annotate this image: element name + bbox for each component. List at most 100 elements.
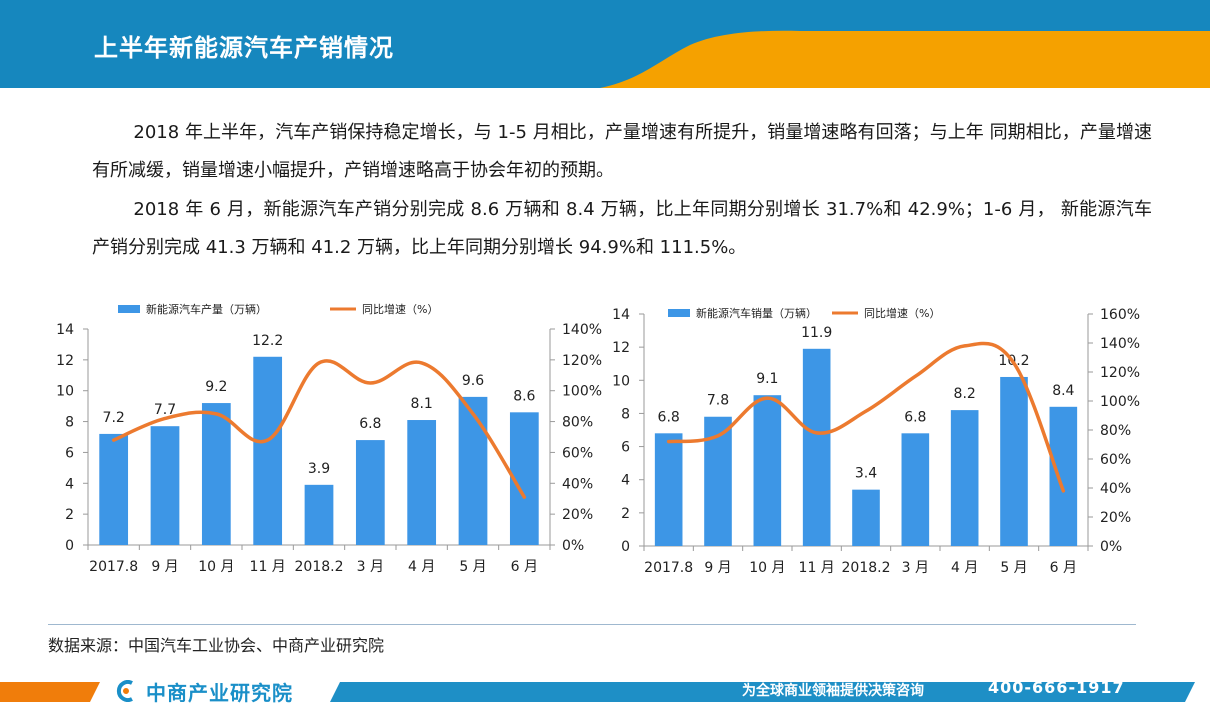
bar	[407, 420, 437, 545]
paragraph-text: 2018 年上半年，汽车产销保持稳定增长，与 1-5 月相比，产量增速有所提升，…	[92, 122, 1152, 181]
y-tick-label-left: 10	[56, 384, 74, 400]
bar	[99, 433, 129, 545]
divider-line	[48, 624, 1136, 625]
x-tick-label: 4 月	[408, 559, 435, 575]
header-background	[0, 0, 1210, 88]
y-tick-label-left: 6	[621, 440, 630, 456]
bar-data-label: 3.4	[855, 466, 877, 482]
data-source: 数据来源：中国汽车工业协会、中商产业研究院	[48, 636, 385, 655]
bar	[852, 489, 880, 546]
x-tick-label: 11 月	[799, 560, 835, 576]
y-tick-label-right: 0%	[1100, 539, 1122, 555]
x-tick-label: 5 月	[459, 559, 486, 575]
bar-data-label: 7.7	[154, 402, 176, 418]
y-tick-label-right: 100%	[1100, 394, 1140, 410]
y-tick-label-right: 20%	[562, 507, 593, 523]
y-tick-label-right: 140%	[562, 322, 602, 338]
y-tick-label-left: 14	[612, 307, 630, 323]
x-tick-label: 3 月	[357, 559, 384, 575]
paragraph-text: 2018 年 6 月，新能源汽车产销分别完成 8.6 万辆和 8.4 万辆，比上…	[92, 199, 1152, 258]
footer-phone: 400-666-1917	[988, 678, 1125, 697]
bar-data-label: 7.8	[707, 393, 729, 409]
bar	[950, 410, 979, 546]
footer-bar	[0, 676, 1210, 718]
y-tick-label-left: 12	[612, 340, 630, 356]
x-tick-label: 3 月	[902, 560, 929, 576]
bar-data-label: 9.1	[756, 371, 778, 387]
legend-bar-swatch	[118, 305, 140, 313]
production-chart: 新能源汽车产量（万辆） 同比增速（%） 0 2 4 6 8 10 12 14 0% 20% 40% 60%…	[50, 296, 610, 592]
x-tick-label: 11 月	[250, 559, 286, 575]
y-tick-label-left: 8	[621, 406, 630, 422]
bar-data-label: 9.2	[205, 379, 227, 395]
x-tick-label: 4 月	[951, 560, 978, 576]
bar	[654, 433, 683, 546]
bar-data-label: 7.2	[103, 410, 125, 426]
bar-data-label: 8.4	[1052, 383, 1074, 399]
summary-paragraph-2: 2018 年 6 月，新能源汽车产销分别完成 8.6 万辆和 8.4 万辆，比上…	[92, 191, 1152, 267]
y-tick-label-left: 6	[65, 445, 74, 461]
bar	[458, 396, 488, 545]
x-tick-label: 6 月	[1050, 560, 1077, 576]
y-tick-label-right: 120%	[1100, 365, 1140, 381]
legend-bar-swatch	[668, 309, 690, 317]
y-tick-label-left: 0	[65, 538, 74, 554]
y-tick-label-right: 60%	[562, 445, 593, 461]
bar-data-label: 12.2	[252, 333, 283, 349]
bar-data-label: 9.6	[462, 373, 484, 389]
y-tick-label-right: 60%	[1100, 452, 1131, 468]
chart-legend: 新能源汽车销量（万辆） 同比增速（%）	[668, 306, 940, 320]
y-tick-label-right: 80%	[1100, 423, 1131, 439]
y-tick-label-left: 14	[56, 322, 74, 338]
production-chart-svg: 新能源汽车产量（万辆） 同比增速（%）024681012140%20%40%60%…	[56, 302, 602, 575]
summary-paragraph-1: 2018 年上半年，汽车产销保持稳定增长，与 1-5 月相比，产量增速有所提升，…	[92, 114, 1152, 190]
y-tick-label-right: 100%	[562, 384, 602, 400]
bar-data-label: 8.1	[411, 396, 433, 412]
x-tick-label: 2017.8	[644, 560, 693, 576]
growth-rate-line	[666, 341, 1066, 493]
bar	[304, 484, 334, 545]
x-tick-label: 2017.8	[89, 559, 138, 575]
x-tick-label: 9 月	[704, 560, 731, 576]
bar-data-label: 6.8	[359, 416, 381, 432]
x-tick-label: 10 月	[198, 559, 234, 575]
y-tick-label-right: 80%	[562, 415, 593, 431]
y-tick-label-left: 0	[621, 539, 630, 555]
bar	[802, 348, 831, 546]
logo-icon	[116, 680, 133, 702]
growth-rate-line	[111, 359, 527, 499]
bar-data-label: 6.8	[904, 409, 926, 425]
legend-bar-label: 新能源汽车销量（万辆）	[696, 306, 817, 320]
x-tick-label: 6 月	[511, 559, 538, 575]
bar	[1000, 376, 1028, 546]
bar	[901, 433, 930, 546]
bar-data-label: 11.9	[801, 325, 832, 341]
header-banner: 上半年新能源汽车产销情况	[0, 0, 1210, 88]
x-tick-label: 2018.2	[842, 560, 891, 576]
y-tick-label-right: 20%	[1100, 510, 1131, 526]
sales-chart: 新能源汽车销量（万辆） 同比增速（%） 0 2 4 6 8 10 12 14 0% 20% 40% 60%…	[604, 296, 1164, 592]
y-tick-label-left: 8	[65, 415, 74, 431]
bar-data-label: 3.9	[308, 461, 330, 477]
x-tick-label: 5 月	[1000, 560, 1027, 576]
y-tick-label-right: 40%	[562, 476, 593, 492]
y-tick-label-left: 10	[612, 373, 630, 389]
y-tick-label-left: 2	[621, 506, 630, 522]
x-tick-label: 10 月	[749, 560, 785, 576]
bar	[355, 440, 385, 545]
y-tick-label-left: 12	[56, 353, 74, 369]
y-tick-label-right: 140%	[1100, 336, 1140, 352]
bar-data-label: 8.2	[954, 386, 976, 402]
page-title: 上半年新能源汽车产销情况	[94, 34, 394, 62]
footer-background	[0, 682, 1195, 702]
footer-slogan: 为全球商业领袖提供决策咨询	[742, 683, 924, 699]
x-tick-label: 2018.2	[295, 559, 344, 575]
y-tick-label-left: 4	[65, 476, 74, 492]
bar	[253, 356, 283, 545]
bar-data-label: 8.6	[513, 388, 535, 404]
legend-bar-label: 新能源汽车产量（万辆）	[146, 302, 267, 316]
legend-line-label: 同比增速（%）	[362, 302, 438, 316]
bar	[753, 395, 782, 546]
y-tick-label-right: 160%	[1100, 307, 1140, 323]
company-logo: 中商产业研究院	[112, 680, 293, 705]
